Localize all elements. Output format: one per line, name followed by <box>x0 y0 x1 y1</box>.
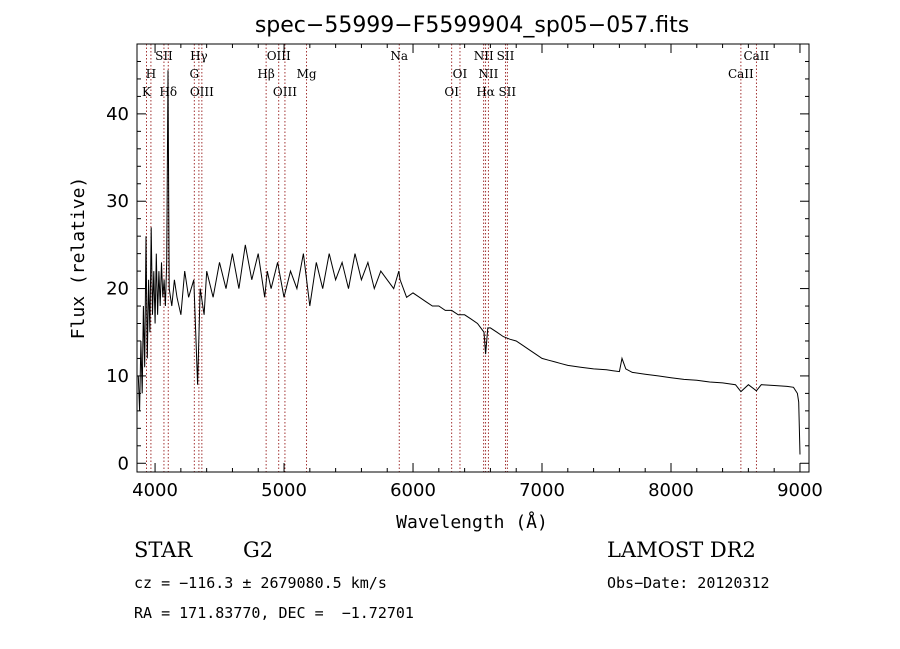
redshift-text: cz = −116.3 ± 2679080.5 km/s <box>134 574 387 592</box>
emission-line-label: Na <box>390 49 408 63</box>
y-axis: 0 10 20 30 40 <box>106 60 809 474</box>
emission-line-label: OI <box>444 85 459 99</box>
x-axis: 4000 5000 6000 7000 8000 9000 <box>132 44 823 501</box>
y-tick-label: 10 <box>106 366 129 387</box>
emission-line-label: CaII <box>743 49 769 63</box>
plot-frame <box>136 43 810 473</box>
chart-title: spec−55999−F5599904_sp05−057.fits <box>255 13 689 38</box>
emission-line-label: CaII <box>728 67 754 81</box>
emission-line-label: Hβ <box>257 67 274 81</box>
x-tick-label: 5000 <box>261 480 307 501</box>
x-tick-label: 4000 <box>132 480 178 501</box>
x-tick-label: 8000 <box>648 480 694 501</box>
emission-line-label: OIII <box>273 85 297 99</box>
object-subclass: G2 <box>243 538 274 562</box>
object-class: STAR <box>134 538 193 562</box>
emission-line-label: Mg <box>297 67 317 81</box>
emission-line-label: SII <box>498 85 516 99</box>
emission-line-label: G <box>189 67 199 81</box>
y-tick-label: 30 <box>106 191 129 212</box>
x-axis-label: Wavelength (Å) <box>396 511 548 533</box>
x-tick-label: 7000 <box>519 480 565 501</box>
survey-name: LAMOST DR2 <box>607 538 756 562</box>
emission-line-label: NII <box>478 67 498 81</box>
x-tick-label: 9000 <box>777 480 823 501</box>
emission-line-label: H <box>146 67 156 81</box>
spectrum-line <box>137 70 801 455</box>
emission-line-label: Hγ <box>190 49 208 63</box>
y-tick-label: 0 <box>118 453 129 474</box>
coordinates: RA = 171.83770, DEC = −1.72701 <box>134 604 414 622</box>
x-tick-label: 6000 <box>390 480 436 501</box>
emission-line-label: Hα <box>476 85 495 99</box>
emission-line-label: K <box>142 85 152 99</box>
emission-line-label: SII <box>155 49 173 63</box>
emission-line-label: OI <box>453 67 468 81</box>
obs-date: Obs−Date: 20120312 <box>607 574 770 592</box>
y-tick-label: 40 <box>106 104 129 125</box>
emission-line-markers <box>146 44 757 472</box>
spectrum-series <box>137 70 801 455</box>
y-axis-label: Flux (relative) <box>68 177 89 340</box>
emission-line-label: SII <box>497 49 515 63</box>
emission-line-label: NII <box>474 49 494 63</box>
emission-line-label: OIII <box>190 85 214 99</box>
y-tick-label: 20 <box>106 279 129 300</box>
emission-line-label: OIII <box>267 49 291 63</box>
